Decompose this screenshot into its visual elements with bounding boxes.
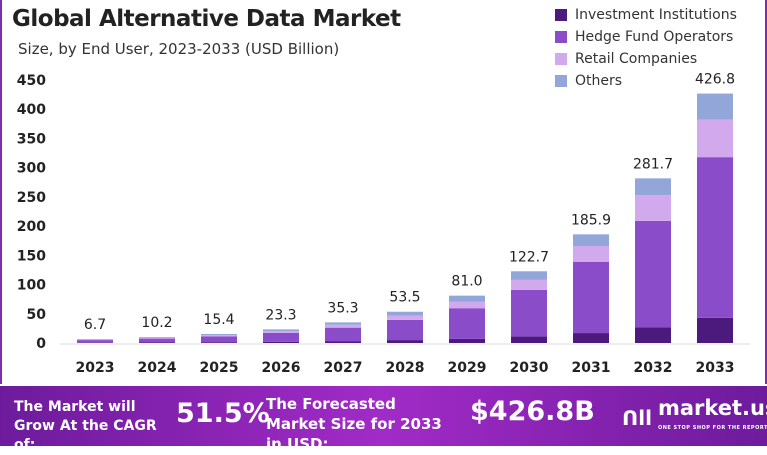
y-tick-label: 150 [17,248,46,264]
logo-text: market.us [658,396,767,420]
x-tick-label: 2027 [324,360,363,376]
x-tick-label: 2033 [696,360,735,376]
cagr-label: The Market will Grow At the CAGR of: [14,398,164,455]
x-tick-label: 2026 [262,360,301,376]
bar-segment [449,296,485,302]
cagr-value: 51.5% [176,398,270,429]
bar-segment [139,339,175,343]
bar-segment [201,335,237,336]
bar-segment [77,340,113,341]
forecast-label: The Forecasted Market Size for 2033 in U… [266,394,446,454]
y-tick-label: 450 [17,73,46,89]
logo-icon: ᑎll [622,406,652,430]
y-tick-label: 100 [17,278,46,294]
bar-segment [573,262,609,333]
data-label: 426.8 [695,72,735,88]
data-label: 81.0 [451,274,482,290]
bar-segment [573,234,609,246]
bar-segment [635,195,671,221]
bar-segment [635,327,671,343]
y-tick-label: 300 [17,161,46,177]
bar-segment [263,333,299,342]
bar-segment [387,312,423,316]
x-tick-label: 2031 [572,360,611,376]
y-tick-label: 0 [36,336,46,352]
y-tick-label: 350 [17,131,46,147]
x-tick-label: 2028 [386,360,425,376]
bar-segment [263,329,299,331]
bar-segment [697,94,733,120]
summary-banner: The Market will Grow At the CAGR of: 51.… [0,386,767,446]
forecast-value: $426.8B [470,396,595,427]
x-tick-label: 2030 [510,360,549,376]
bar-segment [449,308,485,339]
bar-segment [511,290,547,337]
bar-segment [449,302,485,309]
bar-segment [635,221,671,327]
data-label: 6.7 [84,317,106,333]
logo-tagline: ONE STOP SHOP FOR THE REPORTS [658,418,767,438]
bar-segment [511,271,547,280]
y-tick-label: 200 [17,219,46,235]
bar-segment [697,318,733,343]
data-label: 15.4 [203,312,234,328]
bar-segment [449,339,485,343]
y-tick-label: 50 [27,307,47,323]
bar-chart: 0 50 100 150 200 250 300 350 400 450 6.7 2023 10.2 20… [0,0,767,386]
bar-segment [387,320,423,340]
bar-segment [635,178,671,195]
x-tick-label: 2025 [200,360,239,376]
bar-segment [201,336,237,342]
data-label: 185.9 [571,212,611,228]
bar-segment [139,338,175,339]
bar-segment [511,280,547,290]
y-tick-label: 400 [17,102,46,118]
data-label: 53.5 [389,290,420,306]
data-label: 122.7 [509,249,549,265]
bar-segment [325,322,361,324]
bar-segment [697,157,733,318]
x-tick-label: 2023 [76,360,115,376]
bar-segment [573,246,609,262]
data-label: 35.3 [327,300,358,316]
bar-segment [511,337,547,343]
bar-segment [263,331,299,333]
bar-segment [139,342,175,343]
bar-segment [573,333,609,343]
bar-segment [139,337,175,338]
bar-segment [697,120,733,157]
bar-segment [387,340,423,343]
bar-segment [387,316,423,320]
data-label: 23.3 [265,307,296,323]
bar-segment [325,325,361,328]
data-label: 281.7 [633,156,673,172]
bar-segment [263,342,299,343]
x-tick-label: 2024 [138,360,177,376]
bar-segment [325,328,361,341]
x-tick-label: 2032 [634,360,673,376]
bar-segment [201,342,237,343]
bar-segment [201,334,237,335]
data-label: 10.2 [141,315,172,331]
bar-segment [325,341,361,343]
bar-segment [77,340,113,343]
x-tick-label: 2029 [448,360,487,376]
y-tick-label: 250 [17,190,46,206]
